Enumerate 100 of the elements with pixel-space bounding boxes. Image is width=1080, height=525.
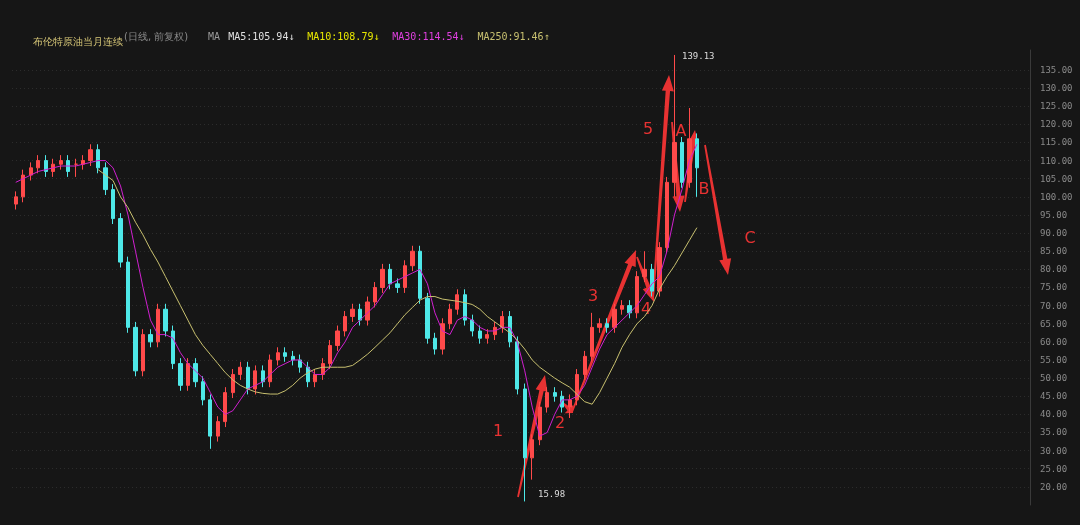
candlestick [403,259,407,294]
candlestick [216,415,220,443]
annotation: 3 [587,285,599,305]
line-series [15,143,698,437]
candlestick [44,154,48,178]
y-tick-label: 70.00 [1040,300,1068,311]
candlestick [133,321,138,377]
annotation: 5 [642,118,654,138]
candlestick [163,303,168,337]
candlestick [74,158,78,178]
y-tick-label: 60.00 [1040,336,1068,347]
candlestick [313,368,317,388]
candlestick [418,245,422,305]
text: MA10:108.79↓ [307,30,380,42]
candlestick [425,292,430,345]
text: MA5:105.94↓ [228,30,295,42]
annotation: A [675,120,687,140]
y-tick-label: 75.00 [1040,282,1068,293]
candlestick [223,386,227,428]
candlestick [448,303,452,330]
candlestick [111,183,115,225]
candlestick [605,317,609,334]
candlestick [268,354,272,388]
candlestick [680,136,684,189]
y-tick-label: 135.00 [1040,64,1073,75]
line-series [97,169,698,405]
candlestick [553,386,557,403]
y-tick-label: 130.00 [1040,83,1073,94]
candlestick [440,317,445,356]
candlestick [343,310,347,337]
candlestick [283,346,287,363]
candlestick [380,263,385,294]
annotation: 139.13 [682,51,715,61]
candlestick [208,393,212,450]
candlestick [21,169,25,203]
candlestick [395,277,400,294]
text: MA [208,30,221,42]
candlestick [246,361,250,395]
candlestick [96,143,100,174]
candlestick [672,54,677,198]
annotation: 1 [492,420,504,440]
y-tick-label: 95.00 [1040,209,1068,220]
candlestick [433,332,437,356]
candlestick [171,325,175,370]
candlestick [583,350,587,381]
candlestick [635,270,639,319]
candlestick [238,361,242,381]
annotation: 15.98 [538,489,566,499]
candlestick [350,303,355,323]
y-tick-label: 40.00 [1040,409,1068,420]
candlestick [126,256,130,334]
candlestick [612,303,617,334]
y-tick-label: 50.00 [1040,373,1068,384]
candlestick [118,212,123,269]
candlestick [373,281,377,308]
candlestick [335,325,340,352]
y-tick-label: 105.00 [1040,173,1073,184]
y-tick-label: 30.00 [1040,445,1068,456]
candlestick [695,132,699,198]
y-tick-label: 90.00 [1040,228,1068,239]
candlestick [545,386,549,414]
text: MA250:91.46↑ [477,30,550,42]
candlestick [485,328,489,345]
candlestick [478,325,482,345]
candlestick [642,250,647,283]
candlestick [81,154,85,171]
candlestick [538,401,542,446]
candlestick [568,393,572,419]
annotation: B [698,178,710,198]
candlestick [470,314,474,337]
candlestick [186,357,190,392]
candlestick [59,154,63,171]
annotation: C [744,227,756,247]
candlestick [253,364,257,395]
y-tick-label: 115.00 [1040,137,1073,148]
candlestick [156,303,160,348]
y-tick-label: 110.00 [1040,155,1073,166]
y-tick-label: 125.00 [1040,101,1073,112]
candlestick [687,107,692,189]
y-tick-label: 100.00 [1040,191,1073,202]
candlestick [178,357,183,392]
candlestick [500,310,504,334]
annotation: 4 [640,298,652,318]
candlestick [515,335,519,395]
y-tick-label: 120.00 [1040,119,1073,130]
chart-subtitle: (日线, 前复权) [124,30,189,42]
y-tick-label: 25.00 [1040,463,1068,474]
candlestick [201,375,205,406]
candlestick [590,312,594,363]
candlestick [14,190,18,211]
candlestick [650,263,654,298]
y-tick-label: 55.00 [1040,354,1068,365]
candlestick [530,433,534,481]
candlestick [231,368,235,399]
candlestick [388,263,392,290]
y-tick-label: 80.00 [1040,264,1068,275]
candlestick [148,328,153,348]
candlestick [597,317,602,334]
text: MA30:114.54↓ [392,30,465,42]
candlestick [193,357,198,388]
